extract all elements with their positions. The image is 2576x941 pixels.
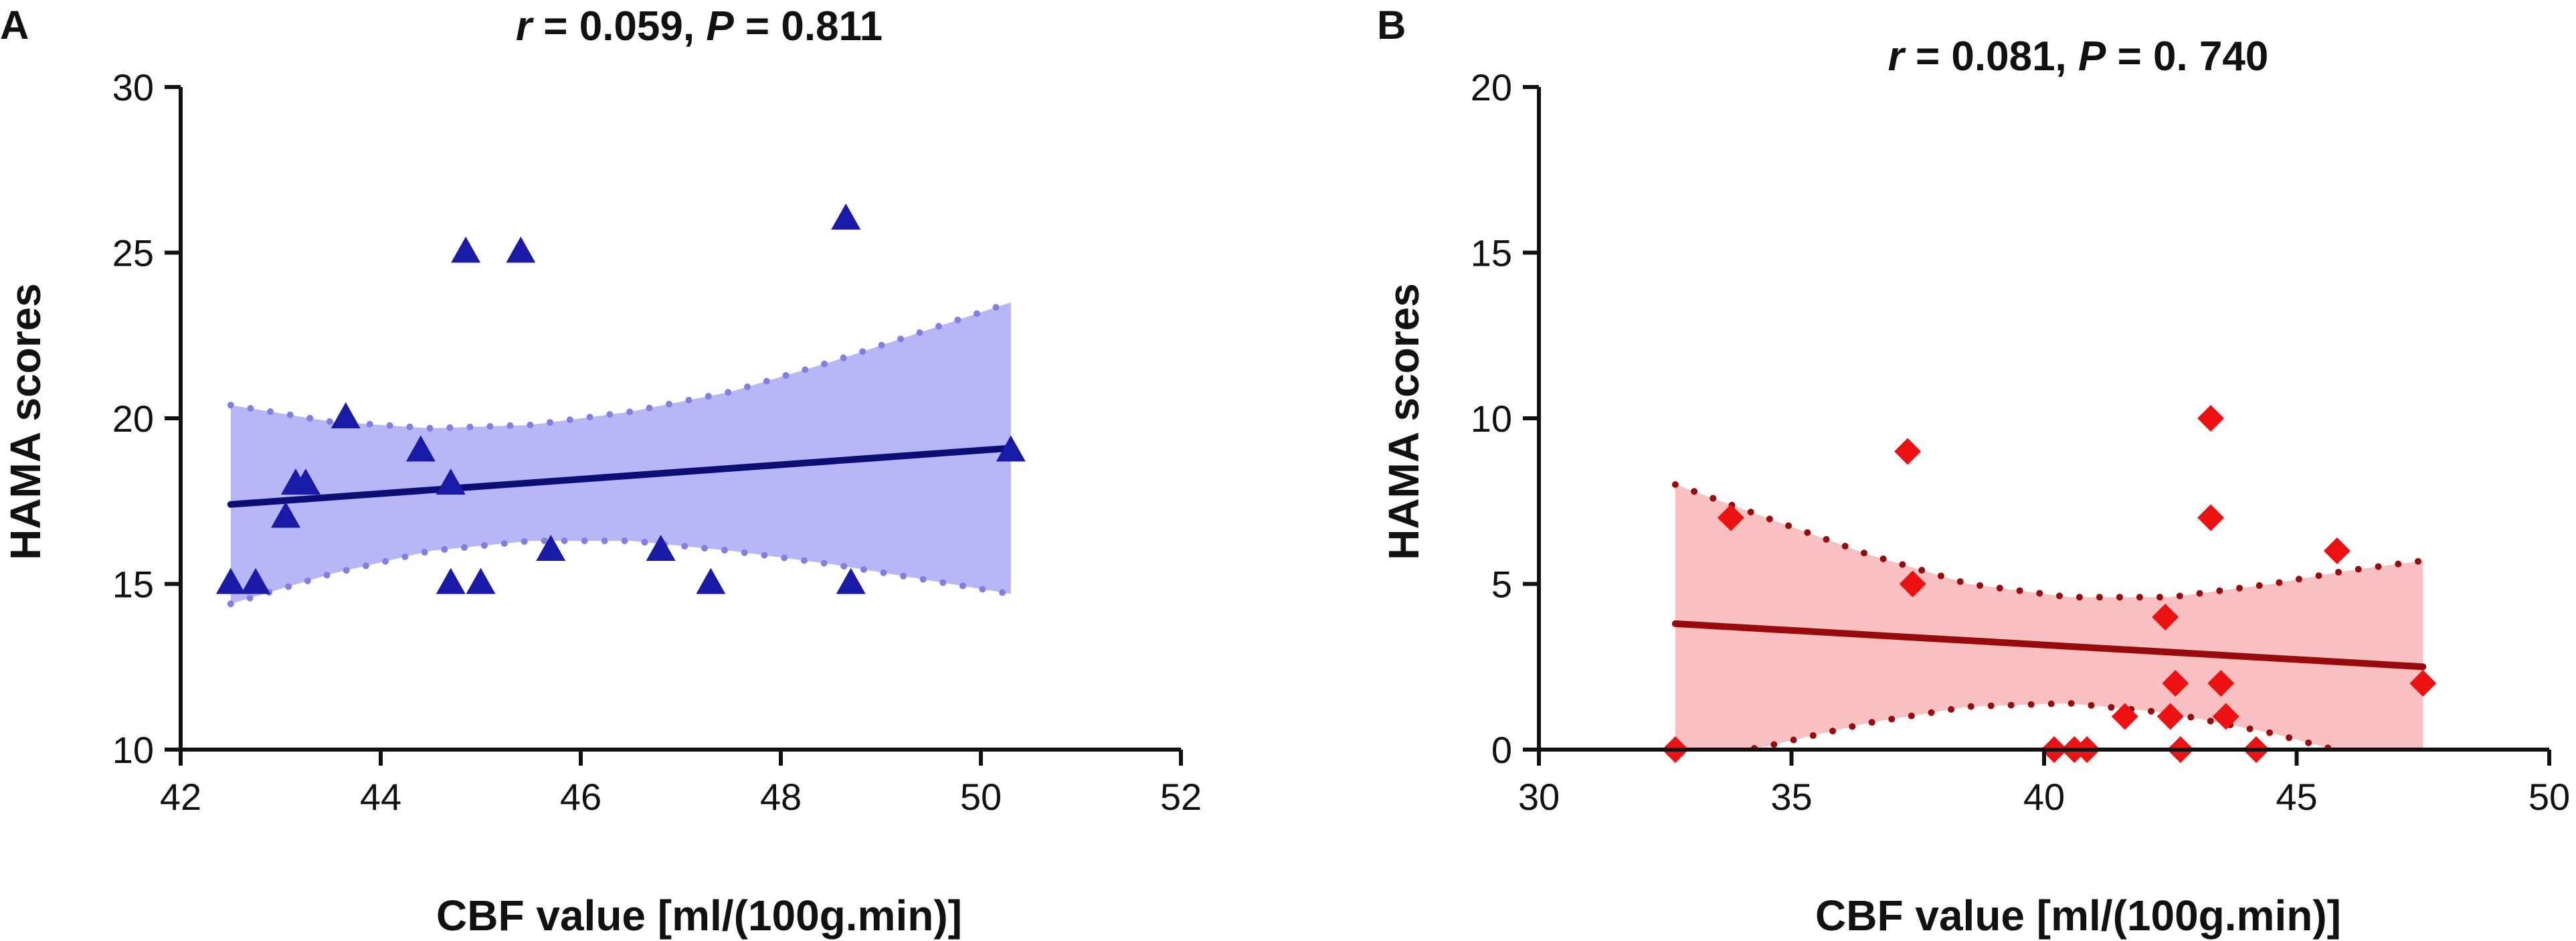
panel-b-data-point-13	[2197, 405, 2225, 432]
panel-b-title: r = 0.081, P = 0. 740	[1888, 33, 2269, 80]
panel-b-data-point-8	[2152, 604, 2179, 630]
panel-a-x-tick-label-4: 50	[960, 776, 1002, 818]
panel-a-clipped-layer	[227, 298, 1014, 608]
panel-b-y-axis-label: HAMA scores	[1380, 283, 1428, 560]
panel-a-x-tick-label-0: 42	[160, 776, 201, 818]
panel-a-data-point-14	[696, 568, 726, 594]
panel-a-title-p-value: = 0.811	[734, 3, 883, 50]
panel-a: A r = 0.059, P = 0.811 42 44 46 48 50 52 10 15 2…	[0, 3, 1202, 940]
panel-b-x-tick-label-2: 40	[2023, 776, 2065, 818]
panel-b-y-tick-label-1: 5	[1491, 564, 1512, 606]
panel-a-data-point-8	[436, 568, 466, 594]
panel-a-title: r = 0.059, P = 0.811	[516, 3, 883, 50]
panel-a-data-point-12	[536, 535, 566, 561]
panel-b-y-tick-label-3: 15	[1471, 232, 1512, 274]
panel-a-x-axis-label: CBF value [ml/(100g.min)]	[436, 891, 962, 940]
panel-a-data-point-4	[290, 468, 320, 495]
panel-b-x-tick-label-3: 45	[2276, 776, 2317, 818]
panel-a-plot-area: 42 44 46 48 50 52 10 15 20 25 30	[112, 66, 1202, 818]
panel-b-title-p-value: = 0. 740	[2106, 33, 2268, 80]
panel-b-data-point-2	[1894, 438, 1922, 465]
panel-a-regression-line	[227, 444, 1014, 508]
panel-b-confidence-band	[1675, 485, 2423, 750]
panel-b-ci-upper-edge	[1671, 481, 2427, 601]
panel-a-y-axis-label: HAMA scores	[1, 283, 50, 560]
panel-b-y-tick-label-4: 20	[1471, 66, 1512, 108]
panel-b-ci-lower-edge	[1729, 699, 2348, 750]
panel-b-data-point-7	[2111, 703, 2138, 730]
panel-b-data-point-17	[2323, 537, 2351, 564]
panel-a-title-p-label: P	[706, 3, 734, 50]
panel-a-confidence-band	[230, 302, 1011, 604]
panel-a-data-point-11	[506, 236, 536, 263]
panel-a-y-tick-label-1: 15	[112, 564, 154, 606]
panel-b-data-point-15	[2212, 703, 2239, 730]
panel-a-data-point-5	[331, 402, 361, 428]
panel-a-data-point-1	[241, 568, 271, 594]
panel-b-letter: B	[1377, 3, 1406, 48]
panel-a-data-point-2	[271, 501, 300, 528]
panel-b-title-r-value: = 0.081,	[1904, 33, 2078, 80]
panel-a-title-r-label: r	[516, 3, 534, 50]
panel-a-letter: A	[0, 3, 29, 48]
panel-a-data-point-16	[836, 568, 866, 594]
panel-b-data-point-3	[1899, 570, 1926, 598]
panel-b-x-tick-label-1: 35	[1770, 776, 1812, 818]
panel-a-data-point-6	[405, 435, 436, 462]
panel-a-data-point-0	[215, 568, 246, 594]
panel-a-y-tick-label-2: 20	[112, 398, 154, 440]
panel-a-x-tick-label-3: 48	[760, 776, 802, 818]
panel-b-data-point-14	[2207, 670, 2235, 697]
panel-a-x-tick-label-1: 44	[360, 776, 401, 818]
panel-a-y-tick-label-3: 25	[112, 232, 154, 274]
panel-b-clipped-layer	[1671, 481, 2427, 750]
panel-b-data-point-18	[2409, 670, 2437, 697]
panel-b-y-tick-label-0: 0	[1491, 729, 1512, 771]
panel-b-data-point-12	[2197, 504, 2225, 531]
panel-b: B r = 0.081, P = 0. 740 30 35 40 45 50 0 5 10 15…	[1377, 3, 2570, 940]
panel-b-data-point-1	[1717, 504, 1744, 531]
panel-a-data-point-15	[831, 203, 861, 230]
panel-a-x-tick-label-2: 46	[560, 776, 602, 818]
panel-a-y-tick-label-4: 30	[112, 66, 154, 108]
panel-b-data-point-9	[2156, 703, 2184, 730]
panel-b-plot-area: 30 35 40 45 50 0 5 10 15 20	[1471, 66, 2570, 818]
panel-b-data-point-10	[2162, 670, 2189, 697]
panel-a-x-tick-label-5: 52	[1160, 776, 1202, 818]
panel-b-x-tick-label-0: 30	[1518, 776, 1560, 818]
panel-a-data-point-9	[451, 236, 481, 263]
panel-a-data-point-10	[466, 568, 496, 594]
panel-b-title-r-label: r	[1888, 33, 1906, 80]
panel-a-y-tick-label-0: 10	[112, 729, 154, 771]
panel-b-y-tick-label-2: 10	[1471, 398, 1512, 440]
panel-b-x-tick-label-4: 50	[2528, 776, 2570, 818]
panel-a-data-point-7	[436, 468, 466, 495]
panel-a-title-r-value: = 0.059,	[532, 3, 706, 50]
panel-b-title-p-label: P	[2078, 33, 2106, 80]
panel-a-data-point-13	[646, 535, 676, 561]
panel-b-x-axis-label: CBF value [ml/(100g.min)]	[1815, 891, 2341, 940]
panel-a-ci-lower-edge	[227, 537, 1014, 608]
panel-a-data-point-17	[996, 435, 1026, 462]
panel-b-regression-line	[1671, 620, 2427, 671]
panel-a-ci-upper-edge	[227, 298, 1014, 432]
